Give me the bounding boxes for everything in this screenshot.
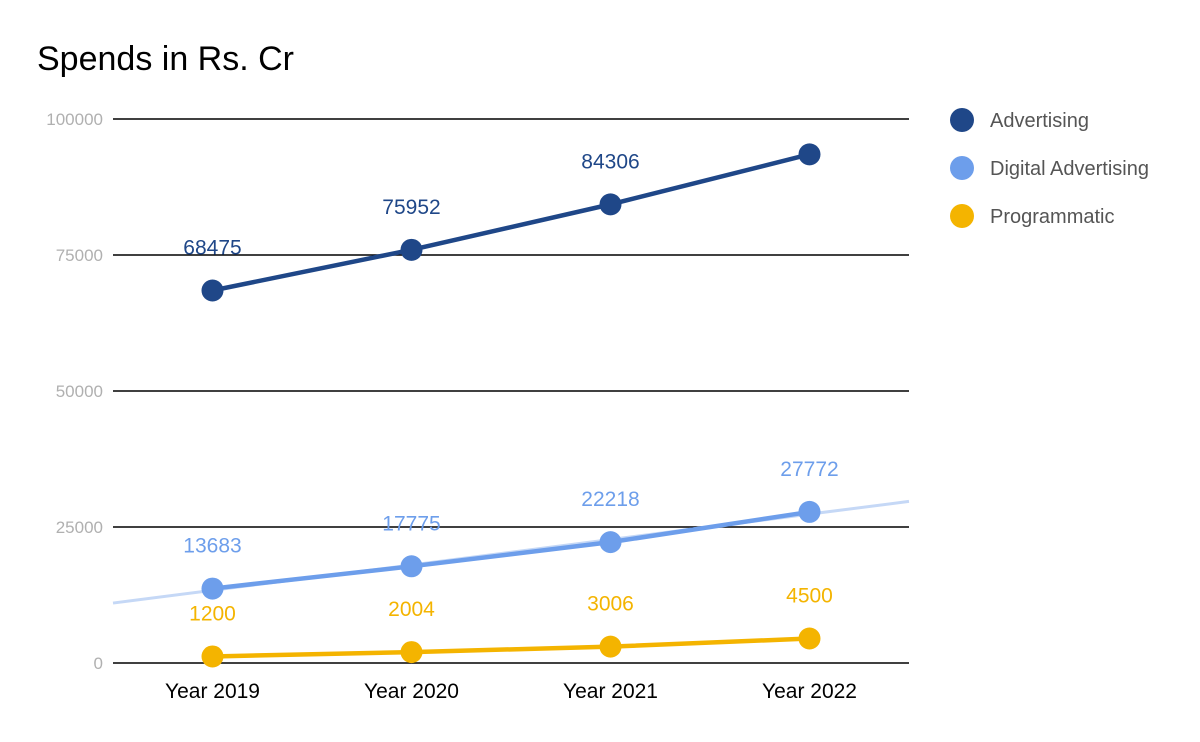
data-point	[400, 641, 423, 664]
legend-marker	[950, 156, 974, 180]
x-tick-label: Year 2020	[364, 680, 459, 703]
data-point	[798, 143, 821, 166]
series-line	[212, 152, 811, 293]
data-point	[201, 645, 224, 668]
series-line	[212, 509, 810, 591]
data-point	[798, 500, 821, 523]
data-label: 68475	[183, 236, 241, 259]
x-axis: Year 2019 Year 2020 Year 2021 Year 2022	[165, 680, 857, 703]
data-label: 4500	[786, 585, 833, 608]
data-point	[599, 635, 622, 658]
data-label: 13683	[183, 535, 241, 558]
legend-label: Digital Advertising	[990, 158, 1149, 180]
series-points	[201, 143, 821, 668]
data-point	[798, 627, 821, 650]
data-point	[400, 555, 423, 578]
data-label: 75952	[382, 196, 440, 219]
data-point	[201, 577, 224, 600]
x-tick-label: Year 2019	[165, 680, 260, 703]
y-axis: 0 25000 50000 75000 100000	[46, 110, 103, 673]
data-label: 2004	[388, 598, 435, 621]
grid	[113, 118, 909, 664]
data-point	[400, 238, 423, 261]
y-tick-label: 0	[94, 654, 103, 673]
y-tick-label: 100000	[46, 110, 103, 129]
legend: Advertising Digital Advertising Programmat…	[950, 108, 1149, 228]
data-label: 27772	[780, 458, 838, 481]
chart-title: Spends in Rs. Cr	[37, 40, 294, 78]
legend-label: Advertising	[990, 110, 1089, 132]
legend-marker	[950, 204, 974, 228]
series-line	[212, 636, 810, 659]
data-label: 1200	[189, 602, 236, 625]
data-label: 17775	[382, 512, 440, 535]
series-lines	[212, 152, 811, 659]
x-tick-label: Year 2022	[762, 680, 857, 703]
data-point	[599, 531, 622, 554]
legend-marker	[950, 108, 974, 132]
x-tick-label: Year 2021	[563, 680, 658, 703]
data-point	[201, 279, 224, 302]
data-label: 3006	[587, 593, 634, 616]
data-point	[599, 193, 622, 216]
y-tick-label: 50000	[56, 382, 103, 401]
legend-label: Programmatic	[990, 206, 1114, 228]
y-tick-label: 75000	[56, 246, 103, 265]
data-labels: 68475 75952 84306 13683 17775 22218 27772 1200 2…	[183, 150, 838, 625]
data-label: 84306	[581, 150, 639, 173]
y-tick-label: 25000	[56, 518, 103, 537]
data-label: 22218	[581, 488, 639, 511]
